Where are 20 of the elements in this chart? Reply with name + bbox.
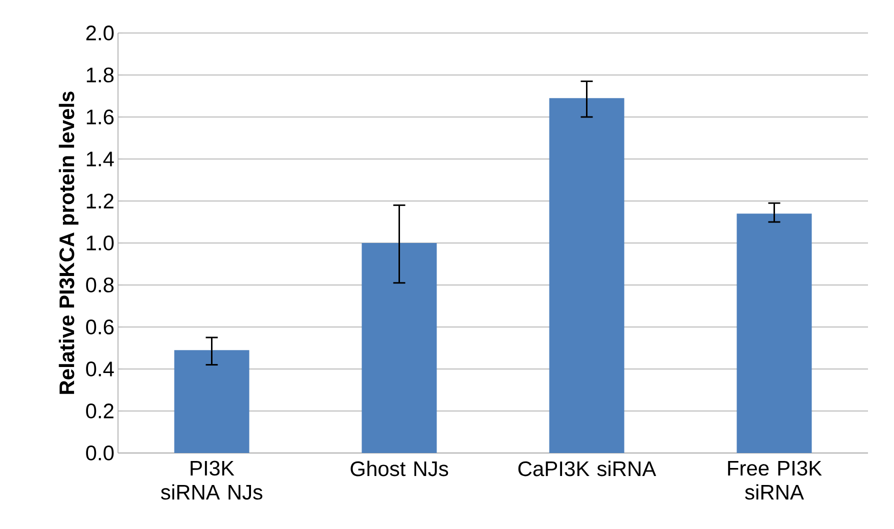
- y-tick-label: 1.0: [86, 236, 114, 250]
- y-tick-label: 1.4: [86, 152, 114, 166]
- y-tick-label: 2.0: [86, 26, 114, 40]
- y-tick-label: 1.6: [86, 110, 114, 124]
- bar: [362, 242, 437, 453]
- x-tick-label: Free PI3K siRNA: [728, 460, 822, 500]
- y-tick-label: 0.0: [86, 446, 114, 460]
- bar: [549, 98, 624, 453]
- x-tick-label: CaPI3K siRNA: [518, 460, 656, 476]
- bar: [736, 214, 812, 453]
- y-tick-label: 1.2: [86, 194, 114, 208]
- y-tick-label: 0.8: [86, 278, 114, 292]
- bar: [174, 350, 250, 453]
- y-tick-label: 1.8: [86, 68, 114, 82]
- y-axis-title: Relative PI3KCA protein levels: [58, 92, 78, 394]
- x-tick-label: PI3K siRNA NJs: [161, 460, 262, 500]
- y-tick-label: 0.4: [86, 362, 114, 376]
- y-tick-label: 0.6: [86, 320, 114, 334]
- y-tick-label: 0.2: [86, 404, 114, 418]
- x-tick-label: Ghost NJs: [350, 460, 448, 476]
